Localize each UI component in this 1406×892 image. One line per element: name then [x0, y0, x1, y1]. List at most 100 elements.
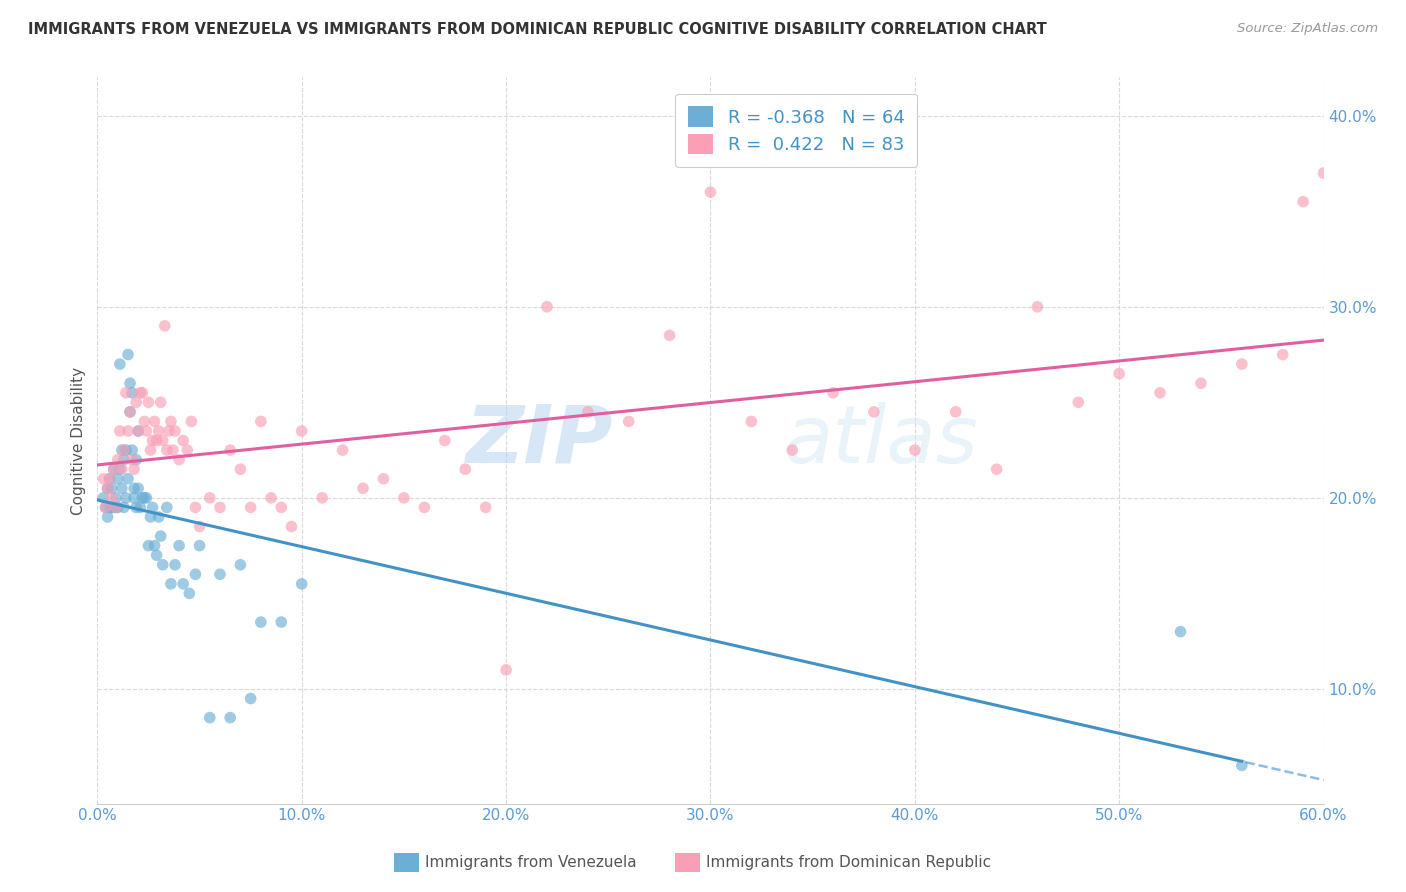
Point [219, 711, 242, 725]
Text: Immigrants from Dominican Republic: Immigrants from Dominican Republic [706, 855, 991, 870]
Point [270, 500, 292, 515]
Point [103, 462, 125, 476]
Point [740, 414, 762, 428]
Point [127, 424, 149, 438]
Point [108, 424, 131, 438]
Point [152, 558, 174, 572]
Point [260, 491, 283, 505]
Point [93, 472, 115, 486]
Point [291, 424, 314, 438]
Point [138, 539, 160, 553]
Point [156, 500, 179, 515]
Point [138, 395, 160, 409]
Point [536, 300, 558, 314]
Point [104, 500, 127, 515]
Point [112, 443, 135, 458]
Point [167, 452, 190, 467]
Point [823, 385, 845, 400]
Point [117, 472, 139, 486]
Point [157, 424, 180, 438]
Point [413, 500, 436, 515]
Point [121, 385, 143, 400]
Point [131, 491, 153, 505]
Point [250, 414, 273, 428]
Y-axis label: Cognitive Disability: Cognitive Disability [72, 367, 86, 515]
Point [332, 443, 354, 458]
Point [1170, 624, 1192, 639]
Point [125, 452, 148, 467]
Text: Source: ZipAtlas.com: Source: ZipAtlas.com [1237, 22, 1378, 36]
Point [118, 376, 141, 391]
Point [139, 510, 162, 524]
Point [474, 500, 496, 515]
Point [93, 491, 115, 505]
Point [1149, 385, 1171, 400]
Point [986, 462, 1008, 476]
Point [156, 443, 179, 458]
Point [658, 328, 681, 343]
Point [180, 414, 202, 428]
Point [167, 539, 190, 553]
Text: atlas: atlas [785, 401, 979, 480]
Point [163, 558, 186, 572]
Point [100, 500, 122, 515]
Point [100, 481, 122, 495]
Point [135, 424, 157, 438]
Point [129, 385, 152, 400]
Point [172, 577, 194, 591]
Point [311, 491, 333, 505]
Point [121, 452, 143, 467]
Point [280, 519, 302, 533]
Point [160, 414, 183, 428]
Point [118, 405, 141, 419]
Point [115, 491, 138, 505]
Point [115, 385, 138, 400]
Point [108, 357, 131, 371]
Point [107, 472, 129, 486]
Point [104, 500, 127, 515]
Point [108, 462, 131, 476]
Point [111, 481, 134, 495]
Point [945, 405, 967, 419]
Point [153, 318, 176, 333]
Point [392, 491, 415, 505]
Point [145, 548, 167, 562]
Point [94, 500, 117, 515]
Point [208, 500, 231, 515]
Point [149, 529, 172, 543]
Point [127, 424, 149, 438]
Point [454, 462, 477, 476]
Point [373, 472, 395, 486]
Point [111, 462, 134, 476]
Point [617, 414, 640, 428]
Point [198, 711, 221, 725]
Point [112, 500, 135, 515]
Point [127, 481, 149, 495]
Point [433, 434, 456, 448]
Point [1026, 300, 1049, 314]
Point [250, 615, 273, 629]
Point [188, 539, 211, 553]
Point [172, 434, 194, 448]
Point [1230, 357, 1253, 371]
Point [1292, 194, 1315, 209]
Point [148, 424, 170, 438]
Point [160, 577, 183, 591]
Point [1189, 376, 1212, 391]
Point [122, 481, 145, 495]
Text: ZIP: ZIP [465, 401, 613, 480]
Point [98, 500, 121, 515]
Point [1271, 347, 1294, 361]
Point [163, 424, 186, 438]
Point [1312, 166, 1334, 180]
Point [122, 462, 145, 476]
Point [118, 405, 141, 419]
Point [148, 510, 170, 524]
Point [176, 443, 198, 458]
Point [115, 443, 138, 458]
Point [495, 663, 517, 677]
Point [107, 500, 129, 515]
Point [1108, 367, 1130, 381]
Point [135, 491, 157, 505]
Point [352, 481, 374, 495]
